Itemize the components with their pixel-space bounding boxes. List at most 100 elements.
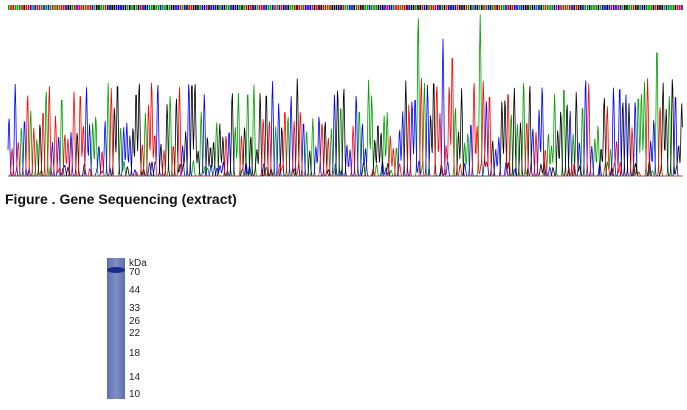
base-letter xyxy=(566,5,569,10)
marker-label: 33 xyxy=(129,303,141,314)
base-letter xyxy=(124,5,127,10)
base-letter xyxy=(54,5,56,10)
base-letter xyxy=(549,5,551,10)
base-letter xyxy=(67,5,69,10)
base-letter xyxy=(672,5,674,10)
base-letter xyxy=(153,5,155,10)
base-letter xyxy=(283,5,285,10)
base-letter xyxy=(577,5,580,10)
base-letter xyxy=(56,5,58,10)
base-letter xyxy=(360,5,362,10)
base-letter xyxy=(390,5,393,10)
base-letter xyxy=(377,5,380,10)
base-letter xyxy=(190,5,193,10)
base-letter xyxy=(263,5,265,10)
base-letter xyxy=(186,5,188,10)
base-letter xyxy=(52,5,54,10)
base-letter xyxy=(89,5,91,10)
base-letter xyxy=(404,5,406,10)
base-letter xyxy=(613,5,615,10)
protein-band xyxy=(107,267,125,273)
base-letter xyxy=(63,5,65,10)
base-letter xyxy=(280,5,283,10)
base-letter xyxy=(536,5,538,10)
base-letter xyxy=(199,5,201,10)
base-letter xyxy=(615,5,617,10)
base-letter xyxy=(553,5,556,10)
base-letter xyxy=(47,5,50,10)
base-letter xyxy=(329,5,331,10)
base-letter xyxy=(379,5,382,10)
base-letter xyxy=(498,5,501,10)
base-letter xyxy=(175,5,177,10)
base-letter xyxy=(197,5,199,10)
base-letter xyxy=(192,5,195,10)
base-letter xyxy=(148,5,151,10)
base-letter xyxy=(170,5,173,10)
base-letter xyxy=(626,5,628,10)
base-letter xyxy=(320,5,322,10)
base-letter xyxy=(168,5,171,10)
base-letter xyxy=(382,5,384,10)
base-letter xyxy=(676,5,679,10)
base-letter xyxy=(586,5,589,10)
base-letter xyxy=(351,5,353,10)
base-letter xyxy=(252,5,254,10)
base-letter xyxy=(632,5,635,10)
base-letter xyxy=(340,5,342,10)
marker-label: 18 xyxy=(129,348,141,359)
base-letter xyxy=(630,5,633,10)
base-letter xyxy=(80,5,83,10)
base-letter xyxy=(254,5,256,10)
base-letter xyxy=(327,5,329,10)
base-letter xyxy=(8,5,10,10)
base-letter xyxy=(250,5,252,10)
base-letter xyxy=(60,5,63,10)
base-letter xyxy=(14,5,17,10)
base-letter xyxy=(131,5,133,10)
base-letter xyxy=(492,5,494,10)
base-letter xyxy=(247,5,250,10)
base-letter xyxy=(58,5,61,10)
base-letter xyxy=(258,5,261,10)
base-letter xyxy=(599,5,602,10)
base-letter xyxy=(397,5,399,10)
base-letter xyxy=(456,5,459,10)
marker-label: 10 xyxy=(129,389,141,400)
base-letter xyxy=(219,5,221,10)
base-letter xyxy=(467,5,470,10)
base-letter xyxy=(38,5,41,10)
figure-caption: Figure . Gene Sequencing (extract) xyxy=(5,191,237,207)
gel-lane xyxy=(107,258,125,399)
base-letter xyxy=(311,5,314,10)
base-letter xyxy=(126,5,129,10)
base-letter xyxy=(478,5,481,10)
base-letter xyxy=(529,5,531,10)
base-letter xyxy=(461,5,463,10)
base-letter xyxy=(19,5,21,10)
base-letter xyxy=(289,5,292,10)
base-letter xyxy=(16,5,19,10)
base-letter xyxy=(93,5,96,10)
base-letter xyxy=(236,5,239,10)
chromatogram xyxy=(7,5,683,177)
base-letter xyxy=(267,5,270,10)
base-letter xyxy=(362,5,364,10)
base-letter xyxy=(104,5,107,10)
base-letter xyxy=(628,5,630,10)
base-letter xyxy=(225,5,228,10)
base-letter xyxy=(503,5,505,10)
base-letter xyxy=(82,5,85,10)
base-letter xyxy=(21,5,23,10)
base-letter xyxy=(203,5,206,10)
base-letter xyxy=(144,5,146,10)
base-letter xyxy=(305,5,307,10)
base-letter xyxy=(109,5,111,10)
base-letter xyxy=(635,5,637,10)
base-letter xyxy=(643,5,646,10)
base-letter xyxy=(659,5,661,10)
base-letter xyxy=(584,5,586,10)
base-letter xyxy=(428,5,430,10)
